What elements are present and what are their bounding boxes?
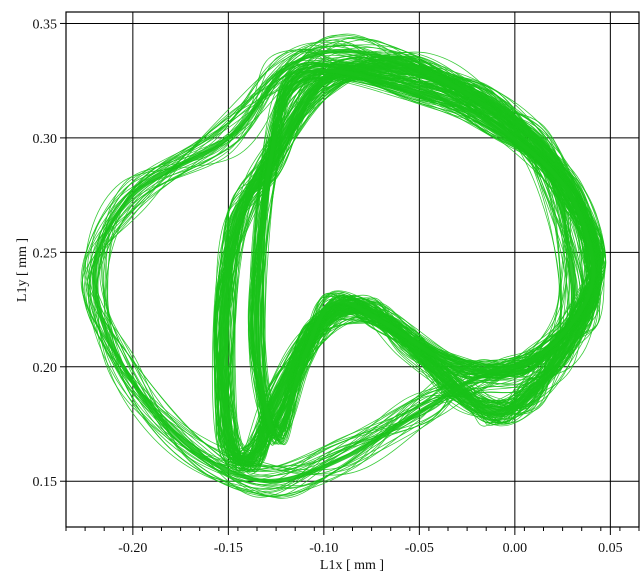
x-tick-label: -0.10 (309, 541, 338, 556)
trajectory-core (254, 68, 596, 438)
trajectory-cycle (247, 62, 601, 430)
trajectory-cycle (105, 45, 584, 490)
trajectory-core (219, 63, 601, 465)
trajectory-cycle (252, 61, 595, 427)
y-tick-label: 0.25 (33, 246, 58, 261)
x-tick-label: 0.00 (503, 541, 528, 556)
trajectory-cycle (96, 49, 568, 492)
y-tick-label: 0.30 (33, 132, 58, 147)
trajectory-cycle (250, 72, 592, 442)
trajectory-cycle (81, 51, 587, 496)
trajectory-core (92, 48, 575, 484)
x-tick-label: -0.20 (118, 541, 147, 556)
y-tick-label: 0.20 (33, 361, 58, 376)
trajectory-cycle (259, 67, 599, 445)
trajectory-cycle (217, 67, 601, 466)
trajectory-cycle (253, 62, 591, 445)
x-axis-ticks: -0.20 -0.15 -0.10 -0.05 0.00 0.05 (65, 527, 640, 556)
trajectory-traces (80, 33, 607, 499)
x-tick-label: 0.05 (598, 541, 623, 556)
x-tick-label: -0.05 (405, 541, 434, 556)
y-axis-ticks: 0.15 0.20 0.25 0.30 0.35 (33, 17, 66, 490)
y-tick-label: 0.35 (33, 17, 58, 32)
y-axis-title: L1y [ mm ] (15, 238, 30, 302)
x-axis-title: L1x [ mm ] (320, 558, 384, 572)
plot-frame (65, 11, 640, 528)
x-tick-label: -0.15 (214, 541, 243, 556)
y-tick-label: 0.15 (33, 475, 58, 490)
trajectory-cycle (90, 38, 575, 485)
